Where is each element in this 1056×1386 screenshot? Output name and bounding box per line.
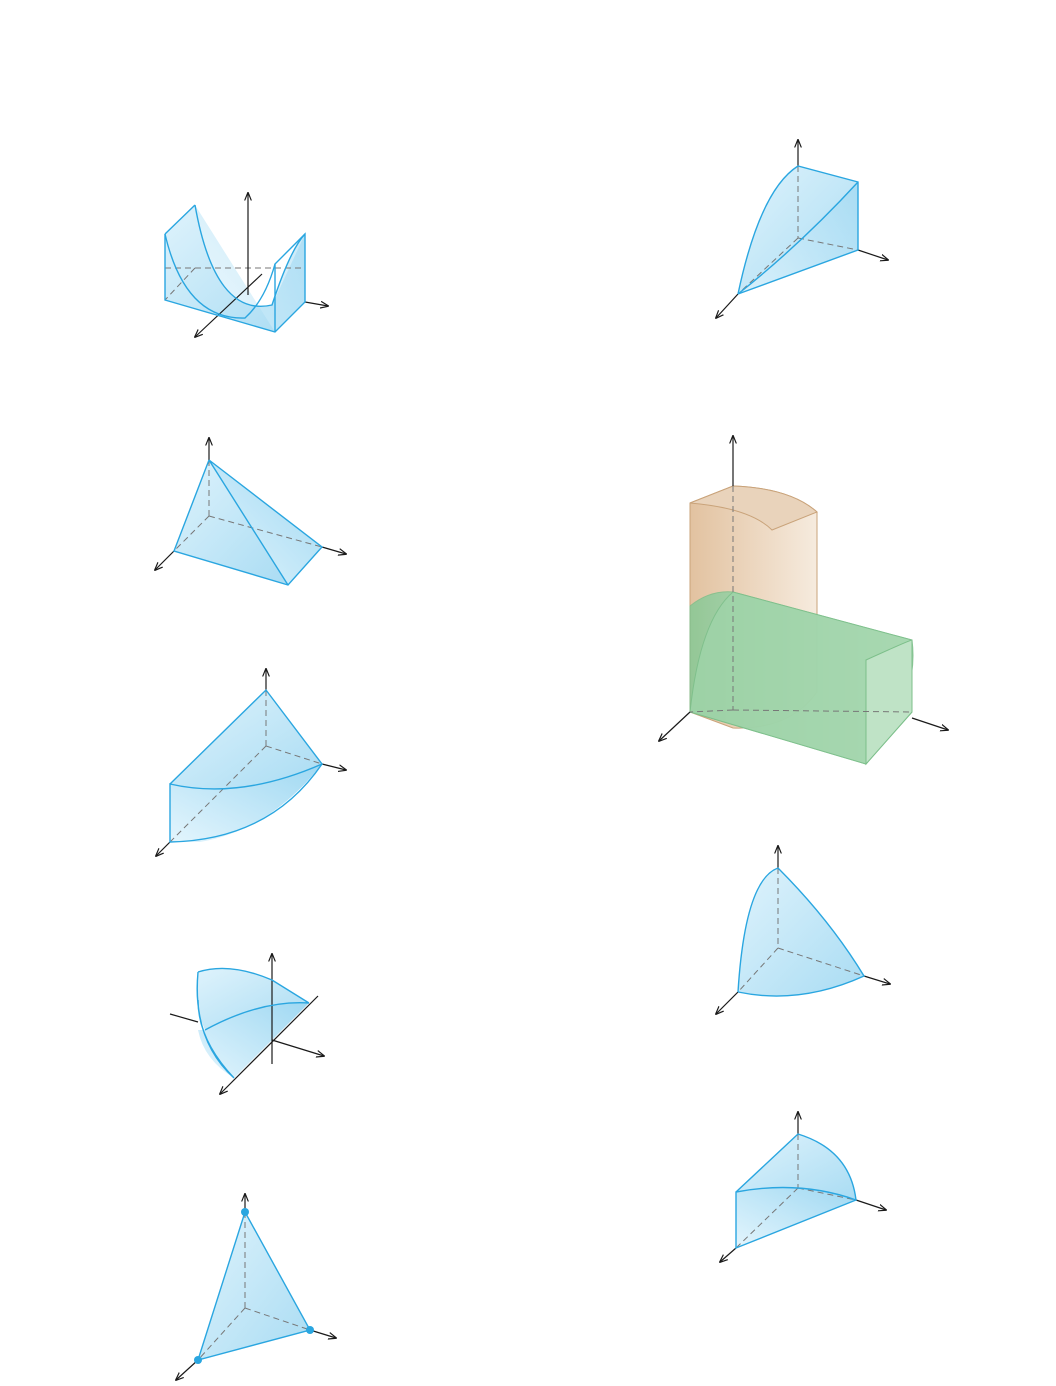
tetrahedron-with-vertices-icon	[176, 1194, 336, 1380]
intersecting-cylinders-solid-icon	[659, 436, 948, 766]
curved-wedge-solid-icon	[716, 140, 888, 318]
half-paraboloid-solid-icon	[169, 954, 324, 1094]
vertex-left-dot	[194, 1356, 202, 1364]
vertex-top-dot	[241, 1208, 249, 1216]
parabolic-wedge-solid-icon	[156, 669, 346, 856]
curved-cone-solid-icon	[716, 846, 890, 1014]
parabolic-cylinder-solid-icon	[164, 193, 328, 337]
tetrahedral-wedge-solid-icon	[155, 438, 346, 586]
quarter-cylinder-wedge-icon	[720, 1112, 886, 1262]
vertex-right-dot	[306, 1326, 314, 1334]
